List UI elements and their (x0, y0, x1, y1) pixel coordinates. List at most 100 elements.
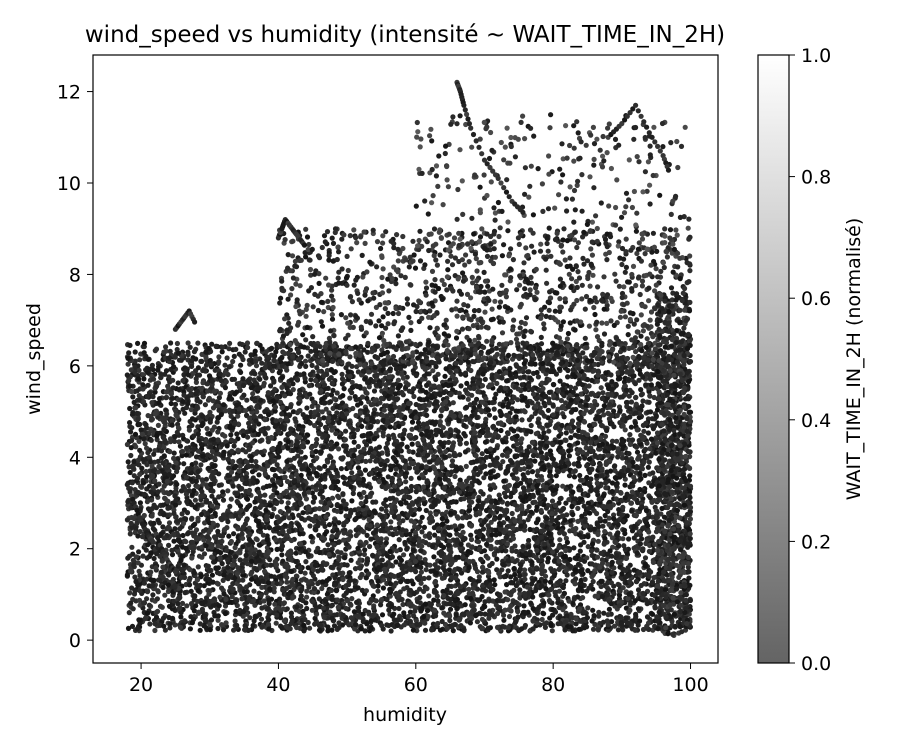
chart-title: wind_speed vs humidity (intensité ~ WAIT… (85, 22, 725, 48)
data-point (611, 408, 617, 414)
data-point (609, 559, 615, 565)
data-point (642, 555, 649, 561)
data-point (284, 458, 290, 465)
data-point (572, 432, 578, 438)
data-point (308, 377, 314, 383)
data-point (530, 570, 536, 576)
data-point (183, 452, 189, 458)
data-point (230, 358, 236, 365)
data-point (638, 476, 644, 482)
data-point (400, 436, 406, 442)
data-point (634, 449, 641, 455)
data-point (432, 607, 438, 613)
data-point (131, 459, 137, 465)
data-point (347, 424, 354, 430)
data-point (409, 441, 415, 447)
data-point (234, 498, 240, 505)
data-point (145, 610, 151, 616)
data-point (424, 420, 430, 427)
data-point (529, 559, 535, 566)
data-point (525, 369, 531, 375)
data-point (294, 624, 300, 631)
data-point (431, 453, 437, 460)
data-point (376, 479, 382, 485)
data-point (633, 349, 639, 355)
data-point (320, 494, 326, 501)
data-point (215, 437, 221, 443)
data-point (192, 497, 198, 503)
data-point (528, 422, 534, 429)
data-point (139, 465, 145, 471)
data-point (169, 418, 175, 424)
data-point (311, 466, 317, 472)
data-point (487, 446, 494, 452)
data-point (534, 369, 540, 376)
data-point (486, 412, 493, 418)
data-point (352, 394, 358, 400)
data-point (449, 444, 455, 450)
data-point (473, 453, 479, 459)
data-point (615, 454, 621, 460)
data-point (249, 469, 256, 475)
data-point (127, 405, 133, 412)
data-point (633, 611, 639, 617)
data-point (349, 363, 355, 369)
data-point (363, 498, 369, 505)
data-point (173, 502, 179, 508)
data-point (397, 500, 403, 506)
data-point (269, 345, 275, 351)
data-point (642, 472, 648, 478)
data-point (483, 454, 490, 460)
data-point (125, 361, 131, 367)
data-point (166, 542, 172, 549)
data-point (450, 400, 456, 406)
data-point (368, 536, 374, 542)
data-point (175, 380, 181, 386)
data-point (202, 402, 208, 408)
data-point (409, 419, 416, 425)
data-point (132, 574, 138, 580)
data-point (237, 341, 243, 347)
data-point (409, 426, 415, 432)
data-point (629, 437, 636, 443)
data-point (209, 341, 215, 347)
data-point (347, 395, 353, 401)
data-point (347, 529, 353, 535)
data-point (126, 350, 132, 356)
data-point (349, 390, 355, 396)
data-point (318, 499, 324, 505)
data-point (431, 383, 437, 389)
data-point (565, 374, 571, 380)
data-point (198, 462, 204, 468)
data-point (237, 557, 243, 563)
data-point (626, 393, 632, 399)
data-point (411, 393, 417, 400)
data-point (413, 434, 419, 441)
data-point (640, 546, 646, 552)
data-point (156, 463, 162, 469)
data-point (468, 460, 474, 466)
data-point (254, 409, 260, 415)
data-point (557, 537, 563, 543)
data-point (627, 441, 633, 447)
data-point (153, 614, 160, 620)
data-point (346, 570, 352, 576)
data-point (631, 495, 638, 501)
data-point (314, 455, 320, 461)
data-point (268, 494, 274, 500)
data-point (196, 553, 203, 559)
data-point (585, 568, 591, 574)
data-point (517, 573, 523, 579)
data-point (343, 605, 349, 612)
data-point (214, 504, 220, 510)
data-point (186, 483, 192, 489)
data-point (258, 616, 265, 622)
data-point (584, 555, 590, 561)
data-point (458, 623, 464, 629)
data-point (666, 510, 672, 517)
data-point (505, 463, 511, 470)
data-point (501, 478, 507, 484)
data-point (399, 441, 405, 447)
data-point (129, 544, 135, 550)
data-point (216, 395, 222, 401)
